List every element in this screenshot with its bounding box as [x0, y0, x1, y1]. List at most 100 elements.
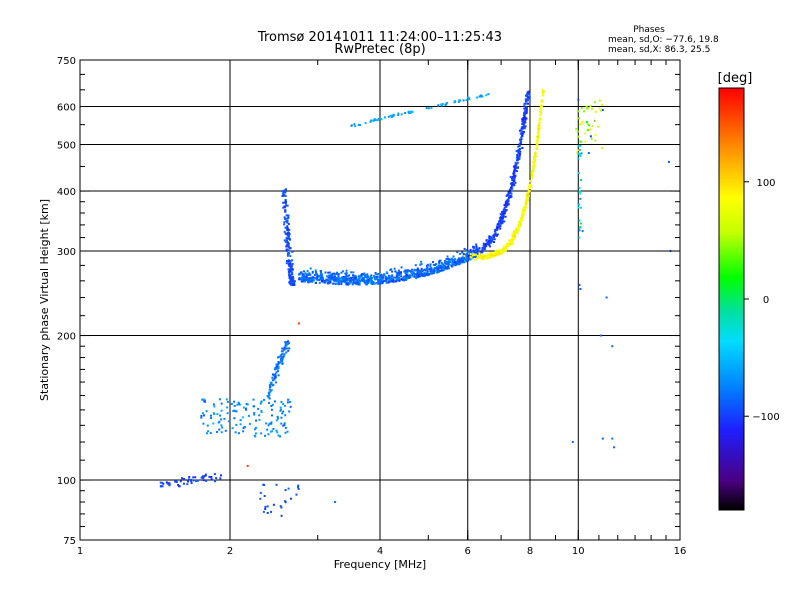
echo-point [443, 268, 446, 271]
echo-point [288, 281, 291, 284]
echo-point [466, 259, 469, 262]
echo-point [590, 137, 593, 140]
echo-point [259, 491, 262, 494]
echo-point [494, 233, 497, 236]
echo-point [282, 424, 285, 427]
echo-point [202, 477, 205, 480]
echo-point [541, 94, 544, 97]
echo-point [345, 274, 348, 277]
echo-point [206, 424, 209, 427]
echo-point [352, 271, 355, 274]
echo-point [350, 124, 353, 127]
echo-point [404, 272, 407, 274]
echo-point [502, 216, 505, 219]
echo-point [290, 276, 293, 279]
echo-point [479, 254, 482, 257]
echo-point [513, 180, 516, 182]
echo-point [505, 201, 507, 203]
echo-point [517, 151, 520, 154]
echo-point [417, 274, 420, 277]
echo-point [398, 279, 401, 282]
echo-point [354, 125, 357, 128]
echo-point [168, 484, 171, 487]
echo-point [287, 246, 290, 249]
echo-point [259, 402, 262, 405]
echo-point [190, 480, 193, 482]
echo-point [364, 122, 367, 125]
echo-point [223, 417, 226, 420]
echo-point [290, 265, 293, 268]
echo-point [469, 253, 472, 256]
echo-point [287, 340, 290, 343]
echo-point [421, 269, 424, 272]
echo-point [471, 254, 474, 257]
echo-point [231, 427, 234, 430]
echo-point [576, 151, 578, 154]
echo-point [426, 266, 429, 269]
echo-point [441, 263, 444, 266]
echo-point [242, 416, 244, 419]
echo-point [414, 264, 417, 267]
echo-point [482, 244, 485, 247]
echo-point [524, 109, 527, 112]
echo-point [591, 107, 593, 110]
echo-point [503, 209, 505, 212]
echo-point [187, 478, 190, 481]
echo-point [498, 252, 501, 255]
echo-point [341, 276, 344, 279]
echo-point [366, 280, 369, 283]
echo-point [200, 416, 203, 419]
echo-point [521, 210, 524, 213]
echo-point [408, 270, 411, 272]
echo-point [286, 242, 289, 245]
echo-point [485, 94, 488, 97]
echo-point [275, 429, 278, 432]
echo-point [530, 174, 533, 177]
echo-point [233, 417, 236, 420]
echo-point [212, 422, 215, 425]
echo-point [537, 135, 539, 138]
echo-point [578, 123, 581, 126]
echo-point [363, 272, 366, 275]
echo-point [380, 277, 383, 280]
echo-point [288, 238, 291, 240]
echo-point [308, 274, 311, 276]
echo-point [315, 277, 317, 280]
echo-point [284, 217, 286, 220]
x-tick-label: 1 [77, 546, 83, 557]
echo-point [412, 272, 415, 275]
echo-point [417, 269, 420, 272]
echo-point [328, 278, 331, 281]
echo-point [280, 354, 283, 357]
echo-point [490, 239, 493, 242]
y-tick-label: 600 [57, 103, 76, 114]
echo-point [611, 437, 614, 440]
echo-point [329, 277, 332, 280]
echo-point [225, 398, 228, 401]
echo-point [509, 191, 512, 194]
echo-point [437, 264, 440, 267]
echo-point [407, 275, 410, 278]
echo-point [288, 410, 291, 413]
echo-point [522, 206, 525, 209]
echo-point [312, 277, 315, 280]
echo-point [284, 191, 287, 194]
echo-point [515, 229, 518, 232]
echo-point [433, 268, 436, 271]
echo-point [517, 148, 520, 151]
echo-point [264, 505, 267, 508]
echo-point [490, 240, 492, 243]
echo-point [521, 123, 524, 125]
echo-point [317, 278, 320, 281]
echo-point [339, 277, 342, 280]
echo-point [469, 258, 472, 261]
echo-point [351, 283, 354, 286]
echo-point [276, 431, 279, 434]
echo-point [513, 172, 516, 175]
echo-point [517, 145, 520, 148]
echo-point [501, 220, 504, 223]
echo-point [183, 478, 185, 480]
echo-point [282, 192, 285, 195]
echo-point [530, 175, 533, 178]
echo-point [210, 478, 213, 481]
